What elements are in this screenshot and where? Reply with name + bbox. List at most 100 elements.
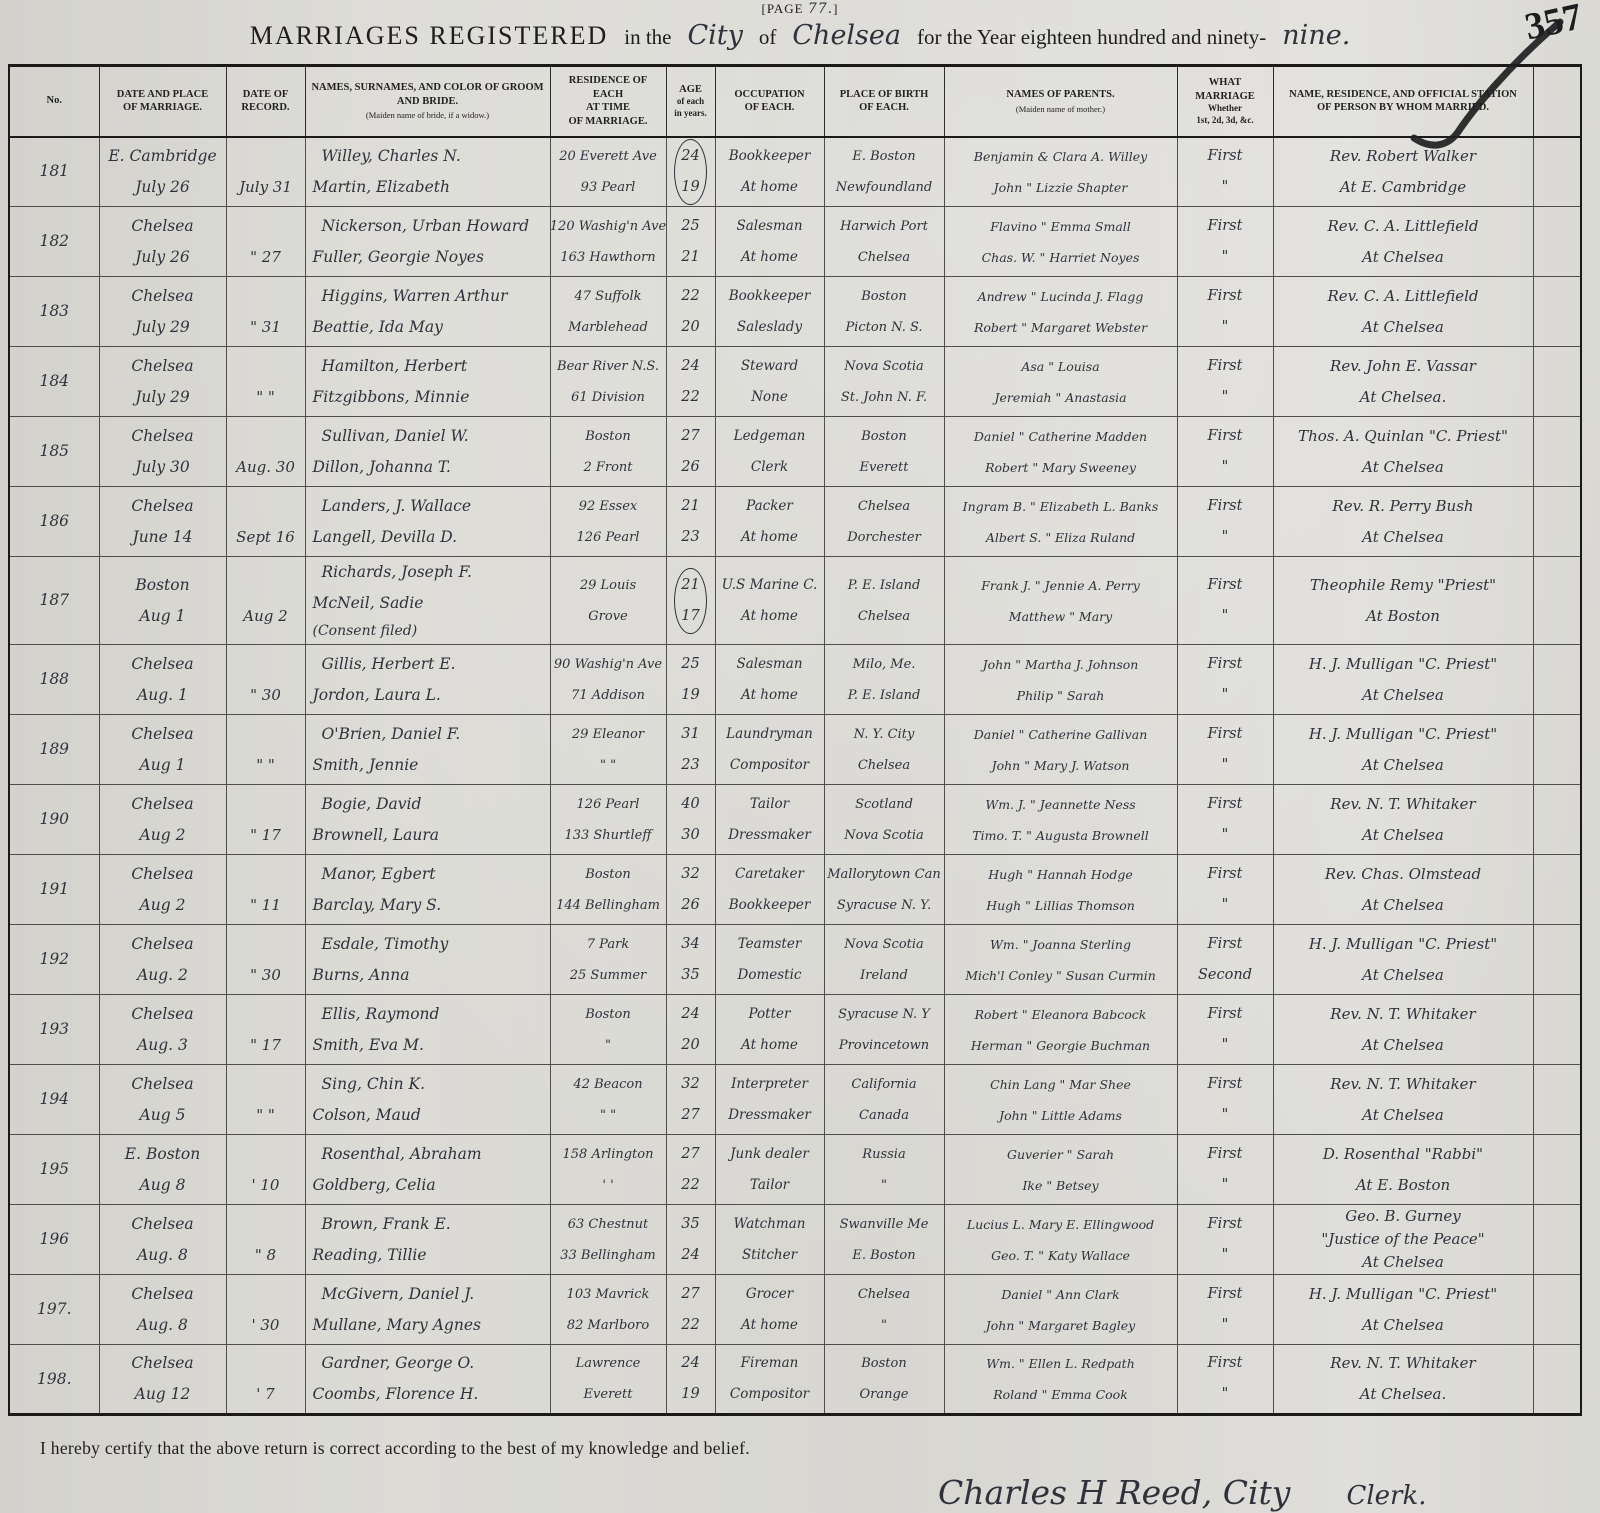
married-by-cell: D. Rosenthal "Rabbi" At E. Boston [1272, 1134, 1534, 1206]
record-number: 186 [39, 512, 70, 531]
column-header-age: AGE of each in years. [665, 64, 716, 138]
certification-text: I hereby certify that the above return i… [40, 1438, 750, 1459]
groom-parents: Lucius L. Mary E. Ellingwood [966, 1216, 1155, 1232]
bride-birthplace: Everett [859, 459, 909, 475]
marriage-place-date-cell: Boston Aug 1 [98, 556, 227, 646]
marriage-number-groom: First [1207, 497, 1243, 514]
age-cell: 27 22 [665, 1274, 716, 1346]
married-by-cell: Rev. John E. Vassar At Chelsea. [1272, 346, 1534, 418]
bride-occupation: None [751, 388, 788, 405]
groom-parents: Frank J. " Jennie A. Perry [981, 577, 1140, 593]
occupation-cell: Packer At home [714, 486, 825, 558]
groom-residence: 20 Everett Ave [559, 148, 657, 164]
groom-residence: 158 Arlington [562, 1146, 654, 1162]
parents-cell: Wm. J. " Jeannette Ness Timo. T. " August… [943, 784, 1178, 856]
groom-age: 24 [681, 1355, 700, 1372]
marriage-number-cell: First " [1176, 644, 1274, 716]
age-cell: 40 30 [665, 784, 716, 856]
groom-parents: Wm. " Ellen L. Redpath [986, 1356, 1135, 1372]
column-header-parents: NAMES OF PARENTS. (Maiden name of mother.… [943, 64, 1178, 138]
groom-parents: Asa " Louisa [1021, 358, 1100, 374]
title-place-handwritten: Chelsea [792, 20, 901, 51]
column-header-birthplace: PLACE OF BIRTH OF EACH. [823, 64, 945, 138]
record-no-cell: 188 [8, 644, 100, 716]
record-date: ' 10 [251, 1175, 280, 1194]
blank-cell [1532, 1064, 1582, 1136]
married-by-place: At Chelsea [1362, 685, 1444, 704]
bride-birthplace: Nova Scotia [844, 827, 924, 843]
age-cell: 27 22 [665, 1134, 716, 1206]
marriage-number-cell: First Second [1176, 924, 1274, 996]
names-cell: Willey, Charles N. Martin, Elizabeth [304, 136, 551, 208]
marriage-date: Aug 1 [139, 755, 186, 774]
names-cell: Esdale, Timothy Burns, Anna [304, 924, 551, 996]
marriage-date: Aug 1 [139, 606, 186, 625]
marriage-place-date-cell: Chelsea Aug 1 [98, 714, 227, 786]
bride-parents: Matthew " Mary [1008, 608, 1113, 624]
residence-cell: 92 Essex 126 Pearl [549, 486, 667, 558]
bride-birthplace: Syracuse N. Y. [836, 897, 932, 913]
groom-parents: Wm. " Joanna Sterling [990, 936, 1131, 952]
groom-occupation: Caretaker [735, 865, 804, 882]
record-date: " 11 [250, 895, 281, 914]
bride-parents: Hugh " Lillias Thomson [986, 897, 1135, 913]
groom-name: McGivern, Daniel J. [321, 1284, 475, 1303]
groom-age: 21 [681, 576, 700, 593]
bride-parents: Jeremiah " Anastasia [994, 389, 1127, 405]
table-row: 198. Chelsea Aug 12 ' 7 Gardner, George O… [8, 1344, 1582, 1416]
bride-birthplace: Canada [859, 1107, 909, 1123]
bride-parents: John " Little Adams [999, 1107, 1122, 1123]
bride-occupation: At home [741, 1316, 798, 1333]
bride-age: 23 [681, 756, 700, 773]
blank-cell [1532, 924, 1582, 996]
parents-cell: John " Martha J. Johnson Philip " Sarah [943, 644, 1178, 716]
birthplace-cell: Nova Scotia Ireland [823, 924, 945, 996]
parents-cell: Ingram B. " Elizabeth L. Banks Albert S. … [943, 486, 1178, 558]
bride-name: Dillon, Johanna T. [312, 457, 451, 476]
residence-cell: 63 Chestnut 33 Bellingham [549, 1204, 667, 1276]
table-row: 191 Chelsea Aug 2 " 11 Manor, Egbert Barcl… [8, 854, 1582, 926]
record-date: " 17 [250, 825, 281, 844]
residence-cell: 7 Park 25 Summer [549, 924, 667, 996]
page-number: 77. [807, 1, 834, 17]
groom-residence: 63 Chestnut [567, 1216, 649, 1232]
marriage-number-cell: First " [1176, 416, 1274, 488]
birthplace-cell: California Canada [823, 1064, 945, 1136]
groom-age: 25 [681, 217, 700, 234]
marriage-place-date-cell: Chelsea Aug 2 [98, 784, 227, 856]
groom-occupation: Bookkeeper [728, 287, 811, 304]
record-no-cell: 189 [8, 714, 100, 786]
record-date-cell: " 30 [225, 924, 306, 996]
record-date-cell: " 8 [225, 1204, 306, 1276]
blank-cell [1532, 416, 1582, 488]
married-by-name: Rev. C. A. Littlefield [1327, 286, 1479, 305]
marriage-place: Chelsea [131, 356, 194, 375]
marriage-place: Chelsea [131, 1074, 194, 1093]
groom-residence: Boston [585, 428, 631, 444]
age-cell: 25 19 [665, 644, 716, 716]
column-label: OF EACH. [744, 102, 795, 114]
groom-birthplace: Russia [862, 1146, 906, 1162]
married-by-place: At Chelsea [1362, 965, 1444, 984]
column-label: DATE AND PLACE [116, 88, 209, 100]
groom-residence: Bear River N.S. [557, 358, 659, 374]
married-by-cell: Rev. N. T. Whitaker At Chelsea [1272, 994, 1534, 1066]
marriage-date: June 14 [132, 527, 193, 546]
bride-age: 20 [681, 1036, 700, 1053]
groom-occupation: Ledgeman [733, 427, 806, 444]
residence-cell: Boston 2 Front [549, 416, 667, 488]
record-date-cell: " " [225, 714, 306, 786]
married-by-name: H. J. Mulligan "C. Priest" [1308, 934, 1498, 953]
bride-birthplace: Orange [859, 1387, 909, 1403]
table-row: 197. Chelsea Aug. 8 ' 30 McGivern, Daniel… [8, 1274, 1582, 1346]
marriage-number-cell: First " [1176, 784, 1274, 856]
age-values: 24 19 [681, 1348, 699, 1410]
birthplace-cell: Syracuse N. Y Provincetown [823, 994, 945, 1066]
record-no-cell: 184 [8, 346, 100, 418]
table-row: 182 Chelsea July 26 " 27 Nickerson, Urban… [8, 206, 1582, 278]
groom-birthplace: Swanville Me [839, 1216, 929, 1232]
marriage-place-date-cell: Chelsea Aug. 8 [98, 1204, 227, 1276]
groom-age: 40 [681, 795, 700, 812]
marriage-number-bride: " [1221, 1316, 1229, 1333]
column-sublabel: in years. [674, 108, 707, 119]
